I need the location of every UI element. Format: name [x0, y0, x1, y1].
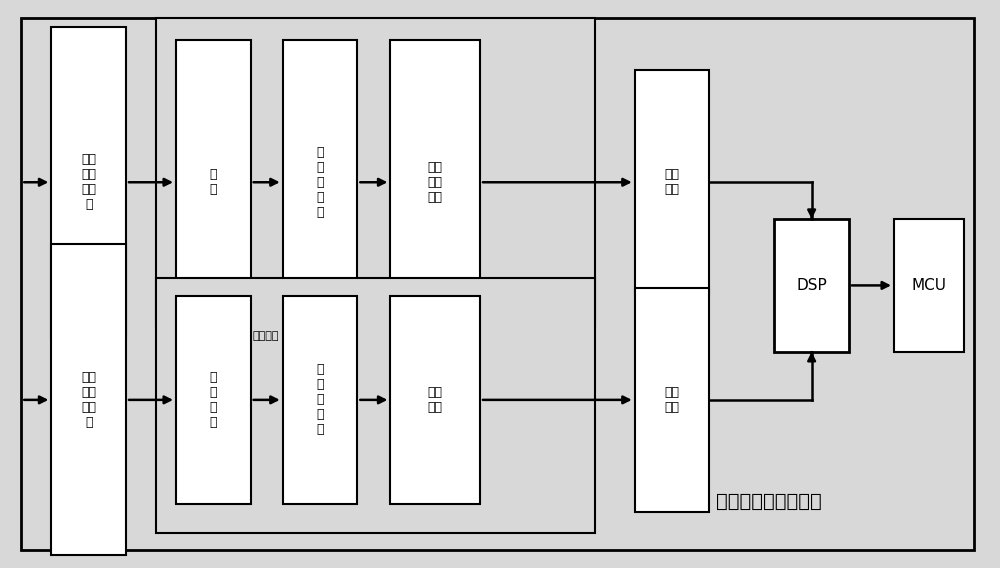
Text: 限压
电路: 限压 电路 [428, 386, 443, 414]
Bar [176, 40, 251, 293]
Bar [176, 295, 251, 504]
Bar [635, 288, 709, 512]
Text: 调理电路: 调理电路 [252, 331, 279, 341]
Text: 运
放: 运 放 [210, 168, 217, 197]
Text: 低
通
滤
波
器: 低 通 滤 波 器 [316, 146, 324, 219]
Text: 霍尔
电压
互感
器: 霍尔 电压 互感 器 [81, 371, 96, 429]
Text: DSP: DSP [796, 278, 827, 293]
Text: 限幅
电路: 限幅 电路 [665, 386, 680, 414]
Bar [283, 295, 357, 504]
Bar [283, 40, 357, 293]
Text: 电压
偏移
缩放: 电压 偏移 缩放 [428, 161, 443, 204]
Text: 霍尔
电流
互感
器: 霍尔 电流 互感 器 [81, 153, 96, 211]
Bar [51, 244, 126, 556]
Text: 限幅
电路: 限幅 电路 [665, 168, 680, 197]
Bar [894, 219, 964, 352]
Text: MCU: MCU [911, 278, 946, 293]
Bar [390, 295, 480, 504]
Bar [196, 321, 335, 352]
Text: 差
分
运
放: 差 分 运 放 [210, 371, 217, 429]
Bar [156, 18, 595, 327]
Bar [390, 40, 480, 293]
Text: 低
通
滤
波
器: 低 通 滤 波 器 [316, 364, 324, 436]
Bar [635, 70, 709, 294]
Bar [156, 278, 595, 533]
Bar [774, 219, 849, 352]
Bar [51, 27, 126, 338]
Text: 模拟量采集调理模块: 模拟量采集调理模块 [716, 492, 822, 511]
